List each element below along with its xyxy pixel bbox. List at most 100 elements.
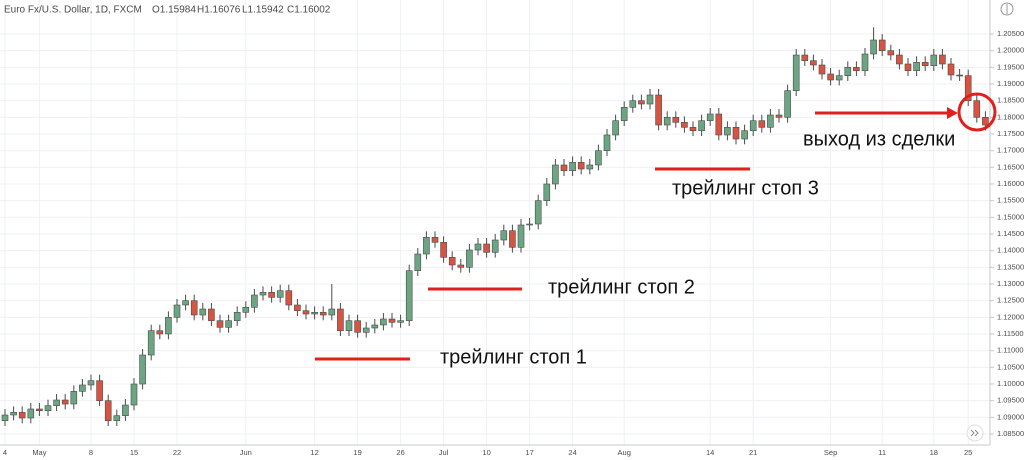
candle-body	[36, 408, 43, 411]
candle-body	[113, 415, 121, 421]
x-tick-label: 4	[3, 448, 7, 457]
candle-body	[397, 320, 404, 323]
y-tick-label: 1.18000	[997, 112, 1024, 121]
candle-body	[44, 405, 52, 411]
candle-body	[233, 312, 241, 321]
candle-body	[414, 253, 422, 271]
candle-body	[173, 304, 181, 318]
scroll-button[interactable]	[966, 424, 984, 442]
symbol-title: Euro Fx/U.S. Dollar, 1D, FXCM	[4, 5, 142, 16]
candle-body	[457, 264, 465, 268]
candle-body	[302, 310, 310, 315]
candle-body	[104, 400, 112, 421]
candle-body	[61, 399, 69, 405]
candle-body	[810, 60, 817, 66]
candle-body	[964, 75, 972, 101]
y-tick-label: 1.19000	[997, 79, 1024, 88]
candle-body	[973, 100, 981, 118]
candle-body	[655, 94, 662, 126]
header-value: O1.15984	[152, 5, 196, 16]
y-tick-label: 1.11500	[997, 329, 1024, 338]
candle-body	[362, 327, 370, 333]
candle-body	[792, 54, 800, 91]
x-tick-label: May	[32, 448, 46, 457]
x-tick-label: Sep	[824, 448, 837, 457]
x-tick-label: 25	[964, 448, 972, 457]
x-tick-label: Aug	[618, 448, 631, 457]
candle-body	[861, 53, 869, 71]
candle-body	[405, 270, 413, 321]
candle-body	[939, 54, 946, 65]
x-tick-label: Jun	[240, 448, 252, 457]
candle-body	[96, 380, 103, 401]
exit-arrowhead	[947, 107, 958, 119]
candle-body	[388, 318, 396, 323]
candle-body	[328, 308, 336, 316]
candle-body	[276, 290, 284, 298]
candle-body	[749, 120, 757, 131]
candle-body	[543, 183, 551, 201]
x-tick-label: Jul	[439, 448, 449, 457]
candle-body	[887, 50, 895, 56]
x-tick-label: 18	[930, 448, 938, 457]
candle-body	[801, 54, 809, 61]
x-tick-label: 17	[525, 448, 533, 457]
candle-body	[18, 412, 26, 419]
candles	[1, 27, 989, 426]
candle-body	[586, 164, 594, 170]
y-tick-label: 1.16500	[997, 162, 1024, 171]
candle-body	[285, 290, 293, 306]
candle-body	[216, 320, 224, 328]
candle-body	[70, 391, 78, 405]
candle-body	[595, 150, 602, 166]
x-tick-label: 8	[89, 448, 93, 457]
y-tick-label: 1.12500	[997, 296, 1024, 305]
candle-body	[921, 62, 929, 66]
candle-body	[517, 224, 525, 248]
y-tick-label: 1.12000	[997, 312, 1024, 321]
annotation: трейлинг стоп 1	[440, 346, 587, 368]
y-tick-label: 1.10000	[997, 379, 1024, 388]
x-tick-label: 14	[706, 448, 714, 457]
candle-body	[724, 127, 731, 136]
candle-body	[130, 383, 138, 406]
candle-body	[526, 223, 533, 226]
grid	[0, 0, 990, 445]
candle-body	[53, 399, 60, 406]
candle-body	[629, 100, 637, 108]
candle-body	[827, 73, 834, 81]
candle-body	[715, 113, 723, 136]
candle-body	[835, 75, 843, 81]
candle-body	[706, 113, 714, 121]
candle-body	[337, 308, 344, 331]
candle-body	[577, 162, 585, 170]
candle-body	[560, 164, 568, 171]
x-tick-label: 22	[173, 448, 181, 457]
candle-body	[311, 312, 318, 315]
candle-body	[259, 292, 267, 296]
candle-body	[612, 120, 619, 136]
y-tick-label: 1.11000	[997, 346, 1024, 355]
candle-body	[423, 237, 430, 255]
currency-icon[interactable]	[1000, 2, 1014, 16]
candle-body	[474, 243, 482, 251]
candle-body	[689, 127, 697, 131]
candle-body	[930, 54, 938, 66]
candle-body	[87, 380, 95, 386]
candle-body	[208, 308, 215, 321]
candle-body	[345, 320, 353, 331]
annotation: выход из сделки	[803, 128, 955, 150]
y-tick-label: 1.13500	[997, 262, 1024, 271]
candle-body	[268, 292, 275, 298]
candle-body	[190, 300, 198, 316]
y-tick-label: 1.20500	[997, 29, 1024, 38]
y-tick-label: 1.18500	[997, 96, 1024, 105]
annotation: трейлинг стоп 3	[672, 177, 819, 199]
candle-body	[775, 114, 783, 118]
y-tick-label: 1.20000	[997, 46, 1024, 55]
header-value: H1.16076	[197, 5, 241, 16]
candle-body	[182, 300, 189, 306]
candle-body	[491, 239, 499, 253]
y-tick-label: 1.15000	[997, 212, 1024, 221]
candle-body	[758, 120, 766, 128]
